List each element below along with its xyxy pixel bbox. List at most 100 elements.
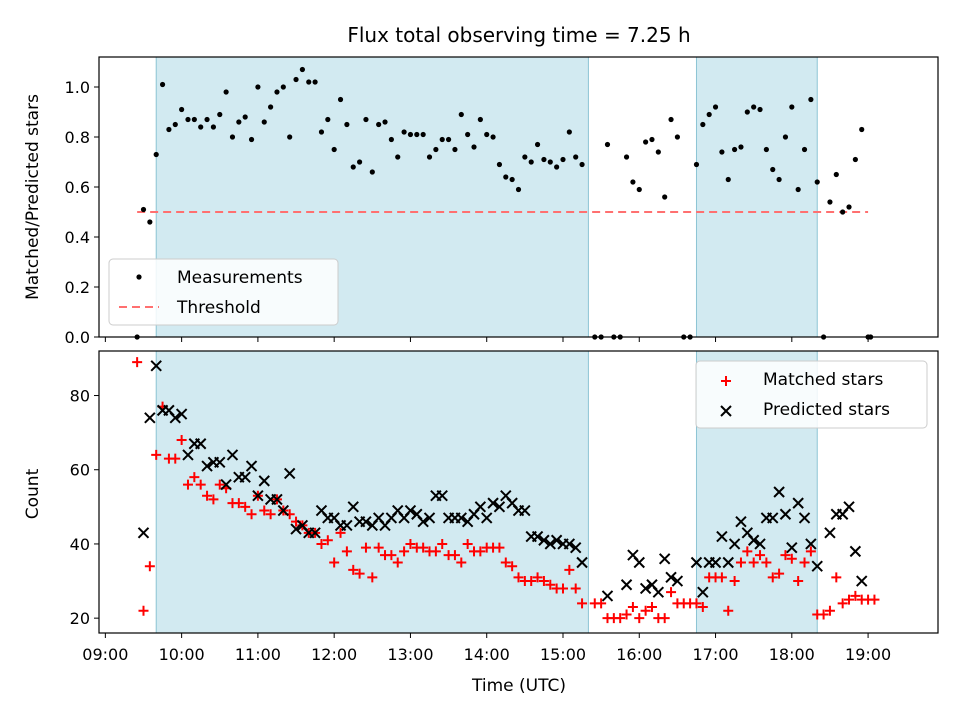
bottom-axes-frame bbox=[98, 350, 939, 634]
measurement-point bbox=[318, 129, 325, 135]
matched-star-point bbox=[430, 546, 441, 557]
predicted-star-point bbox=[347, 501, 359, 513]
matched-star-point bbox=[360, 542, 371, 553]
matched-star-point bbox=[214, 479, 225, 490]
measurement-point bbox=[522, 154, 528, 160]
matched-star-point bbox=[386, 550, 397, 561]
measurement-point bbox=[414, 131, 420, 138]
bottom-y-tick-label: 60 bbox=[70, 461, 90, 480]
measurement-point bbox=[509, 176, 515, 183]
matched-star-point bbox=[265, 509, 276, 520]
predicted-star-point bbox=[767, 512, 779, 524]
matched-star-point bbox=[335, 527, 346, 538]
matched-star-point bbox=[697, 602, 708, 613]
predicted-star-point bbox=[550, 534, 563, 546]
measurement-point bbox=[662, 194, 668, 200]
measurement-point bbox=[350, 164, 356, 170]
predicted-star-point bbox=[779, 508, 792, 520]
measurement-point bbox=[172, 121, 178, 128]
matched-star-point bbox=[805, 546, 816, 557]
predicted-star-point bbox=[290, 523, 302, 535]
matched-star-point bbox=[577, 598, 588, 609]
matched-star-point bbox=[449, 550, 460, 561]
measurement-point bbox=[382, 119, 388, 125]
measurement-point bbox=[287, 134, 293, 140]
legend-predicted-label: Predicted stars bbox=[763, 400, 890, 420]
matched-star-point bbox=[844, 594, 855, 605]
matched-star-point bbox=[742, 546, 753, 557]
measurement-point bbox=[719, 149, 725, 155]
measurement-point bbox=[623, 154, 630, 160]
predicted-star-point bbox=[474, 501, 487, 513]
measurement-point bbox=[770, 166, 776, 173]
measurement-point bbox=[261, 119, 267, 125]
measurement-point bbox=[776, 176, 782, 183]
matched-star-point bbox=[526, 576, 537, 587]
matched-star-point bbox=[596, 598, 607, 609]
measurement-point bbox=[852, 156, 858, 163]
measurement-point bbox=[471, 144, 477, 150]
matched-star-point bbox=[418, 542, 429, 553]
measurement-point bbox=[674, 134, 681, 140]
measurement-point bbox=[433, 146, 439, 153]
matched-star-point bbox=[627, 602, 638, 613]
x-tick-label: 18:00 bbox=[769, 645, 815, 664]
matched-star-point bbox=[399, 546, 410, 557]
top-y-tick-label: 0.2 bbox=[65, 278, 90, 297]
measurement-point bbox=[814, 179, 820, 185]
matched-star-point bbox=[748, 557, 759, 568]
predicted-star-point bbox=[436, 490, 448, 502]
predicted-star-point bbox=[805, 538, 817, 550]
measurement-point bbox=[801, 146, 808, 153]
measurement-point bbox=[573, 154, 579, 160]
predicted-star-point bbox=[709, 556, 722, 569]
measurement-point bbox=[401, 129, 407, 135]
predicted-star-point bbox=[194, 438, 207, 450]
predicted-star-point bbox=[182, 449, 194, 461]
predicted-star-point bbox=[226, 449, 239, 461]
matched-star-point bbox=[615, 613, 626, 624]
matched-star-point bbox=[659, 613, 670, 624]
predicted-star-point bbox=[747, 534, 760, 546]
predicted-star-point bbox=[455, 512, 468, 524]
x-axis-label: Time (UTC) bbox=[471, 676, 566, 696]
measurement-point bbox=[407, 131, 414, 138]
measurement-point bbox=[738, 144, 744, 150]
measurement-point bbox=[655, 149, 661, 155]
measurement-point bbox=[534, 141, 541, 148]
predicted-star-point bbox=[639, 582, 652, 595]
measurement-point bbox=[579, 161, 585, 168]
predicted-star-point bbox=[423, 512, 436, 524]
bottom-y-tick-label: 20 bbox=[70, 609, 90, 628]
legend-measurements-marker bbox=[136, 274, 142, 280]
measurement-point bbox=[147, 219, 153, 225]
predicted-star-point bbox=[671, 575, 684, 587]
matched-star-point bbox=[532, 572, 543, 583]
predicted-star-point bbox=[735, 515, 747, 528]
measurement-point bbox=[744, 109, 750, 115]
matched-star-point bbox=[151, 449, 162, 460]
measurement-point bbox=[280, 84, 286, 90]
measurement-point bbox=[439, 136, 445, 143]
predicted-star-point bbox=[728, 538, 741, 550]
shaded-period bbox=[156, 351, 589, 633]
matched-star-point bbox=[557, 583, 568, 594]
measurement-point bbox=[496, 161, 503, 168]
measurement-point bbox=[630, 179, 636, 185]
matched-star-point bbox=[850, 590, 861, 601]
matched-star-point bbox=[824, 605, 835, 616]
measurement-point bbox=[668, 116, 674, 123]
measurement-point bbox=[503, 174, 509, 180]
predicted-star-point bbox=[245, 460, 258, 472]
matched-star-point bbox=[195, 479, 206, 490]
predicted-star-point bbox=[773, 486, 785, 498]
measurement-point bbox=[712, 104, 719, 110]
predicted-star-point bbox=[169, 412, 181, 424]
matched-star-point bbox=[176, 435, 187, 446]
measurement-point bbox=[331, 146, 337, 153]
predicted-star-point bbox=[220, 478, 232, 491]
matched-star-point bbox=[761, 557, 772, 568]
predicted-star-point bbox=[786, 541, 798, 554]
predicted-star-point bbox=[283, 467, 296, 480]
